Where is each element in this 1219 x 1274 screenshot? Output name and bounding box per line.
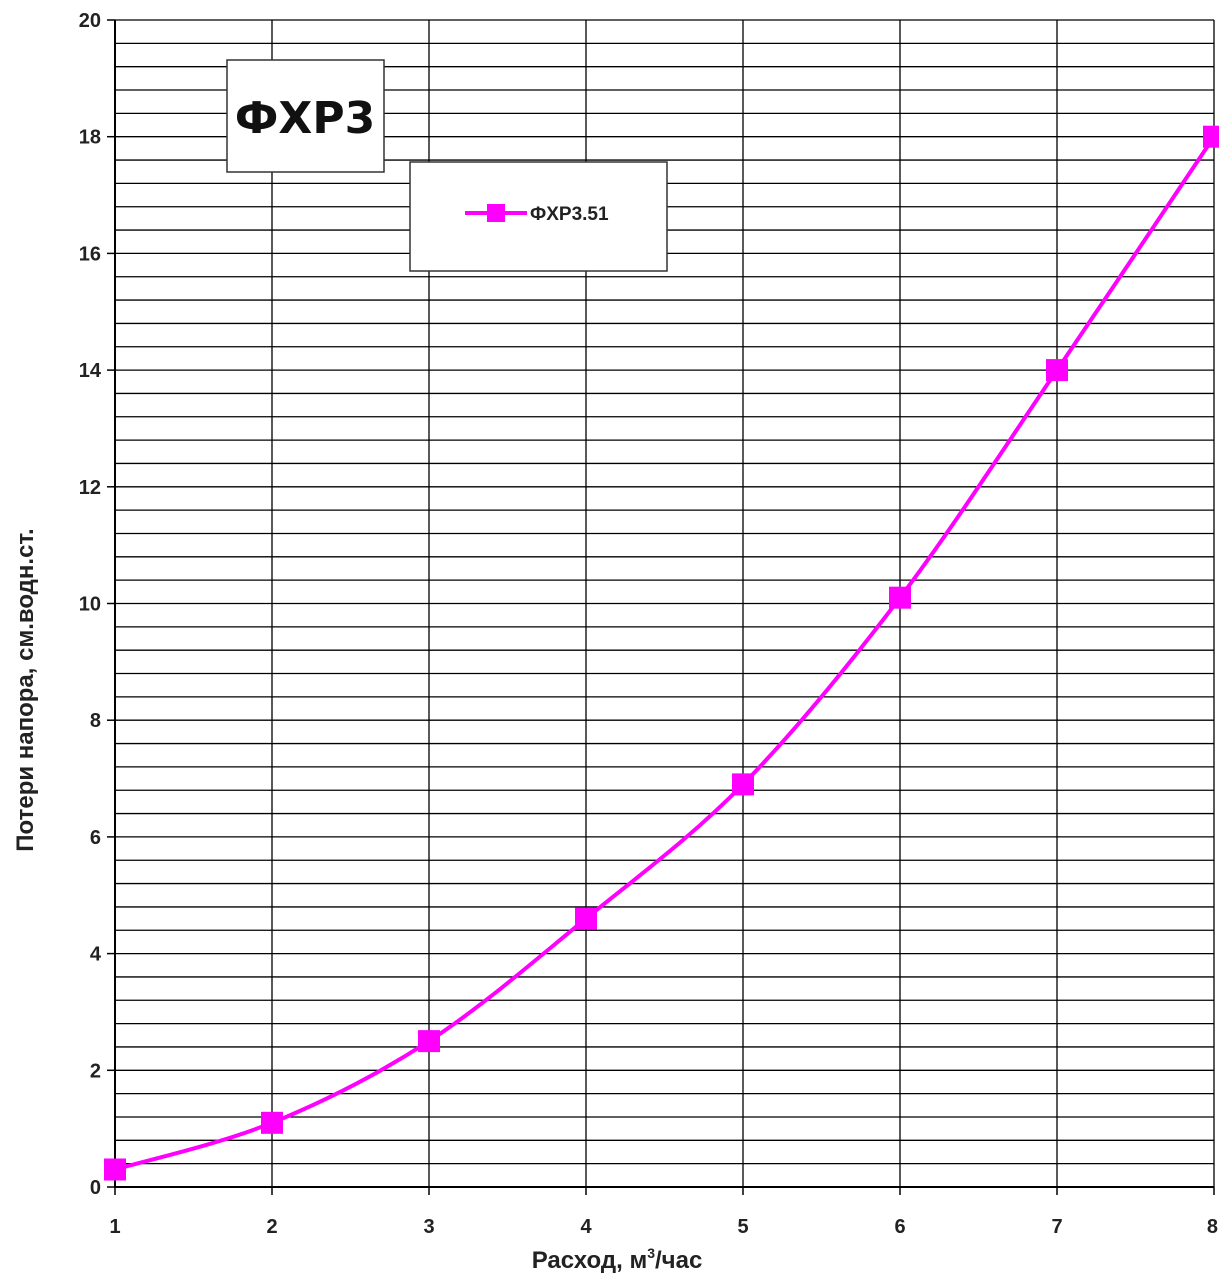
- data-point-marker: [1203, 125, 1219, 148]
- grid: [114, 19, 1215, 1188]
- x-tick-label: 5: [737, 1216, 748, 1238]
- y-tick-label: 0: [90, 1177, 101, 1199]
- y-tick-label: 4: [90, 944, 102, 966]
- series-line: [114, 135, 1216, 1172]
- legend-marker-swatch: [487, 204, 505, 222]
- y-tick-label: 14: [79, 360, 102, 382]
- x-axis-ticks: 1 2 3 4 5 6 7 8: [109, 1187, 1218, 1238]
- y-tick-label: 16: [79, 243, 101, 265]
- data-point-marker: [732, 773, 754, 796]
- x-tick-label: 8: [1207, 1216, 1218, 1238]
- y-tick-label: 18: [79, 127, 101, 149]
- data-point-marker: [104, 1158, 126, 1181]
- y-tick-label: 2: [90, 1060, 101, 1082]
- chart-title: ФХР3: [235, 93, 375, 144]
- x-tick-label: 7: [1051, 1216, 1062, 1238]
- data-point-marker: [575, 907, 597, 930]
- x-axis-label-main: Расход, м: [532, 1247, 648, 1274]
- y-tick-label: 20: [79, 10, 101, 32]
- legend[interactable]: ФХР3.51: [409, 161, 668, 272]
- x-axis-label-sup: 3: [647, 1245, 655, 1261]
- data-point-marker: [418, 1030, 440, 1053]
- x-tick-label: 6: [894, 1216, 905, 1238]
- y-axis-ticks: 0 2 4 6 8 10 12 14 16 18 20: [79, 10, 115, 1199]
- data-point-marker: [889, 586, 911, 609]
- legend-entry-label: ФХР3.51: [530, 204, 609, 225]
- x-axis-label: Расход, м3/час: [532, 1245, 703, 1274]
- y-tick-label: 8: [90, 710, 101, 732]
- data-point-marker: [1046, 359, 1068, 382]
- x-axis-label-tail: /час: [655, 1247, 702, 1274]
- x-tick-label: 4: [580, 1216, 592, 1238]
- data-point-marker: [261, 1111, 283, 1134]
- x-tick-label: 2: [266, 1216, 277, 1238]
- title-box: ФХР3: [226, 59, 385, 173]
- x-tick-label: 3: [423, 1216, 434, 1238]
- series-layer: [104, 125, 1219, 1181]
- y-tick-label: 6: [90, 827, 101, 849]
- y-axis-label: Потери напора, см.водн.ст.: [12, 528, 39, 851]
- x-tick-label: 1: [109, 1216, 120, 1238]
- y-tick-label: 10: [79, 594, 101, 616]
- y-tick-label: 12: [79, 477, 101, 499]
